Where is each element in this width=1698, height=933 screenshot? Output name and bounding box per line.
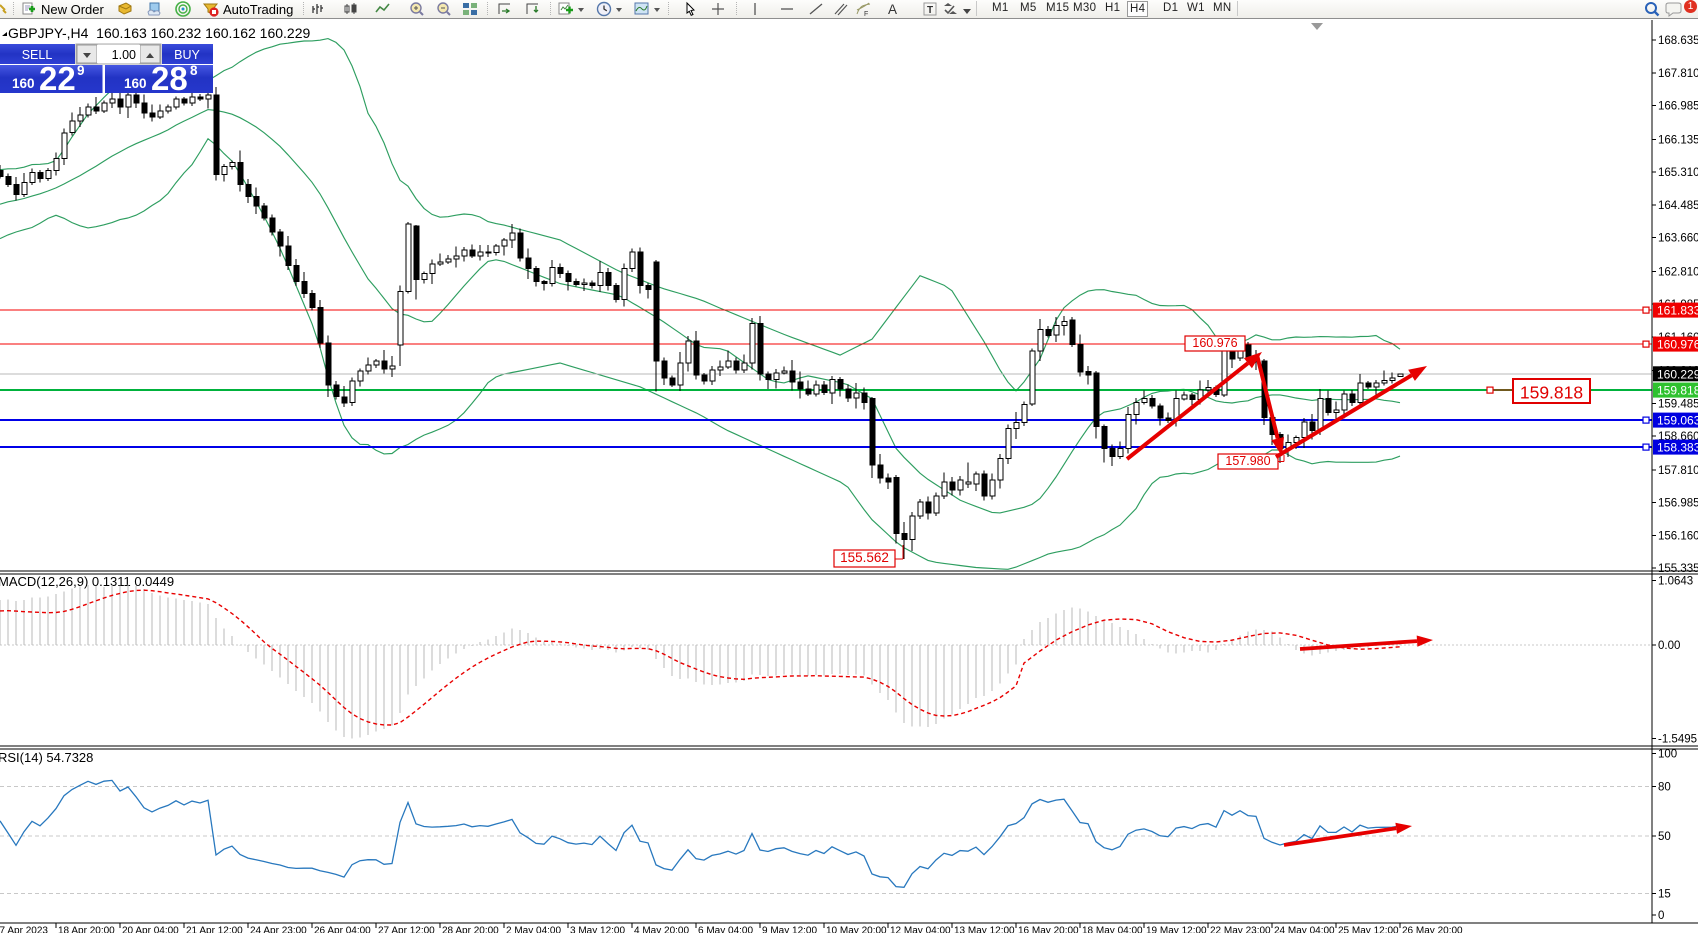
svg-text:8: 8 — [190, 63, 198, 78]
svg-text:166.985: 166.985 — [1658, 101, 1698, 113]
svg-text:RSI(14) 54.7328: RSI(14) 54.7328 — [0, 750, 93, 765]
svg-text:17 Apr 2023: 17 Apr 2023 — [0, 926, 48, 933]
svg-text:160.229: 160.229 — [1657, 367, 1698, 381]
svg-text:BUY: BUY — [174, 48, 200, 62]
svg-text:158.383: 158.383 — [1657, 441, 1698, 455]
svg-text:160.976: 160.976 — [1657, 338, 1698, 352]
svg-text:24 Apr 23:00: 24 Apr 23:00 — [250, 926, 307, 933]
svg-text:161.833: 161.833 — [1657, 304, 1698, 318]
svg-text:24 May 04:00: 24 May 04:00 — [1274, 926, 1335, 933]
svg-text:80: 80 — [1658, 781, 1671, 793]
svg-text:GBPJPY-,H4 160.163 160.232 16: GBPJPY-,H4 160.163 160.232 160.162 160.2… — [8, 25, 310, 41]
svg-text:28 Apr 20:00: 28 Apr 20:00 — [442, 926, 499, 933]
svg-text:22: 22 — [39, 60, 76, 97]
svg-text:155.562: 155.562 — [840, 550, 889, 565]
svg-text:164.485: 164.485 — [1658, 200, 1698, 212]
svg-text:16 May 20:00: 16 May 20:00 — [1018, 926, 1079, 933]
svg-text:18 May 04:00: 18 May 04:00 — [1082, 926, 1143, 933]
svg-text:15: 15 — [1658, 888, 1671, 900]
svg-text:3 May 12:00: 3 May 12:00 — [570, 926, 625, 933]
svg-text:165.310: 165.310 — [1658, 167, 1698, 179]
svg-text:160: 160 — [12, 76, 35, 91]
svg-text:1.00: 1.00 — [112, 48, 136, 62]
svg-text:12 May 04:00: 12 May 04:00 — [890, 926, 951, 933]
svg-text:18 Apr 20:00: 18 Apr 20:00 — [58, 926, 115, 933]
svg-text:159.485: 159.485 — [1658, 398, 1698, 410]
svg-text:28: 28 — [151, 60, 188, 97]
svg-text:2 May 04:00: 2 May 04:00 — [506, 926, 561, 933]
svg-text:50: 50 — [1658, 831, 1671, 843]
svg-text:SELL: SELL — [22, 48, 53, 62]
svg-text:159.818: 159.818 — [1657, 384, 1698, 398]
svg-text:4 May 20:00: 4 May 20:00 — [634, 926, 689, 933]
svg-text:167.810: 167.810 — [1658, 68, 1698, 80]
svg-text:157.810: 157.810 — [1658, 465, 1698, 477]
svg-text:159.063: 159.063 — [1657, 414, 1698, 428]
svg-text:10 May 20:00: 10 May 20:00 — [826, 926, 887, 933]
svg-text:155.335: 155.335 — [1658, 563, 1698, 575]
svg-text:160: 160 — [124, 76, 147, 91]
svg-text:160.976: 160.976 — [1192, 336, 1237, 350]
svg-text:6 May 04:00: 6 May 04:00 — [698, 926, 753, 933]
svg-text:MACD(12,26,9) 0.1311 0.0449: MACD(12,26,9) 0.1311 0.0449 — [0, 574, 174, 589]
svg-text:0: 0 — [1658, 910, 1664, 922]
svg-text:9 May 12:00: 9 May 12:00 — [762, 926, 817, 933]
svg-text:0.00: 0.00 — [1658, 640, 1680, 652]
svg-text:1.0643: 1.0643 — [1658, 576, 1693, 588]
svg-text:13 May 12:00: 13 May 12:00 — [954, 926, 1015, 933]
svg-text:21 Apr 12:00: 21 Apr 12:00 — [186, 926, 243, 933]
svg-text:26 May 20:00: 26 May 20:00 — [1402, 926, 1463, 933]
svg-text:T: T — [927, 5, 933, 16]
svg-text:19 May 12:00: 19 May 12:00 — [1146, 926, 1207, 933]
svg-text:100: 100 — [1658, 749, 1677, 761]
svg-text:-1.5495: -1.5495 — [1658, 734, 1697, 746]
svg-text:166.135: 166.135 — [1658, 134, 1698, 146]
svg-text:163.660: 163.660 — [1658, 233, 1698, 245]
svg-text:20 Apr 04:00: 20 Apr 04:00 — [122, 926, 179, 933]
svg-text:157.980: 157.980 — [1225, 454, 1270, 468]
svg-text:27 Apr 12:00: 27 Apr 12:00 — [378, 926, 435, 933]
svg-text:168.635: 168.635 — [1658, 35, 1698, 47]
svg-text:156.985: 156.985 — [1658, 498, 1698, 510]
svg-text:25 May 12:00: 25 May 12:00 — [1338, 926, 1399, 933]
svg-text:22 May 23:00: 22 May 23:00 — [1210, 926, 1271, 933]
svg-text:159.818: 159.818 — [1520, 383, 1583, 403]
svg-text:26 Apr 04:00: 26 Apr 04:00 — [314, 926, 371, 933]
svg-text:9: 9 — [77, 63, 85, 78]
svg-text:162.810: 162.810 — [1658, 266, 1698, 278]
svg-text:156.160: 156.160 — [1658, 530, 1698, 542]
svg-text:F: F — [864, 11, 868, 18]
